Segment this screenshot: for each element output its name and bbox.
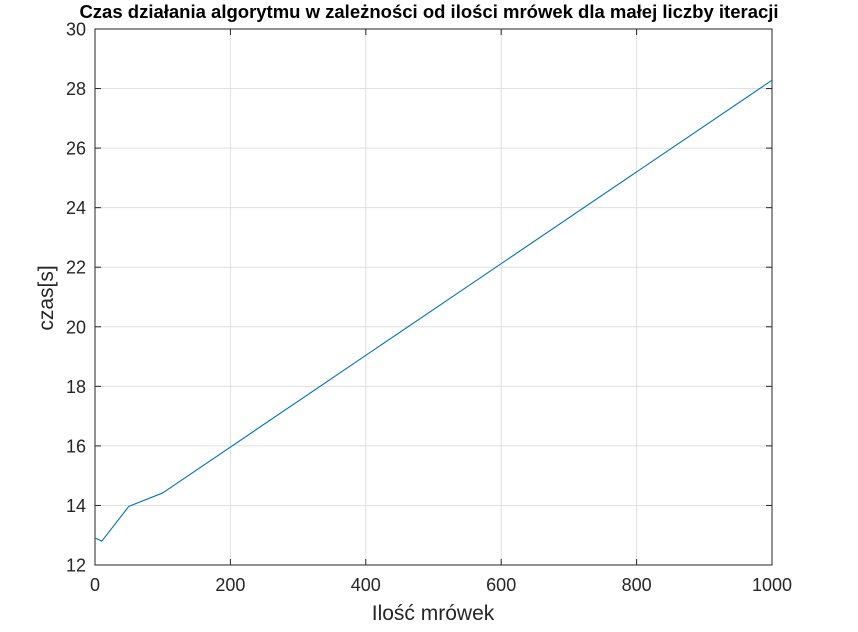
x-tick-label: 400 — [351, 575, 381, 595]
y-tick-label: 30 — [66, 20, 86, 40]
y-tick-label: 14 — [66, 496, 86, 516]
x-axis-label: Ilość mrówek — [372, 602, 495, 625]
x-tick-label: 800 — [622, 575, 652, 595]
y-tick-label: 16 — [66, 436, 86, 456]
y-tick-label: 18 — [66, 377, 86, 397]
chart-title: Czas działania algorytmu w zależności od… — [79, 1, 778, 22]
axis-ticks: 0 200 400 600 800 1000 12 14 16 18 20 22 24 26 28 30 — [66, 20, 792, 596]
plot-area — [94, 28, 773, 566]
y-tick-label: 26 — [66, 139, 86, 159]
x-tick-label: 600 — [486, 575, 516, 595]
y-axis-label: czas[s] — [35, 265, 58, 330]
y-tick-label: 28 — [66, 79, 86, 99]
y-tick-label: 24 — [66, 198, 86, 218]
y-tick-label: 20 — [66, 317, 86, 337]
y-tick-label: 12 — [66, 556, 86, 576]
series-layer — [95, 79, 773, 542]
x-tick-label: 0 — [90, 575, 100, 595]
y-tick-label: 22 — [66, 258, 86, 278]
x-tick-label: 200 — [215, 575, 245, 595]
x-tick-label: 1000 — [752, 575, 792, 595]
series-line-0 — [95, 79, 773, 542]
